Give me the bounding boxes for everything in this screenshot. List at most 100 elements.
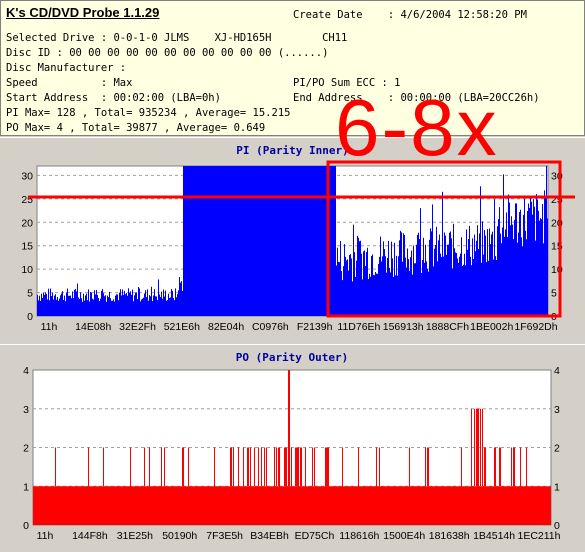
spike (149, 447, 150, 487)
bar (57, 296, 58, 316)
x-tick: B34EBh (250, 530, 289, 542)
bar (259, 166, 260, 316)
bar (283, 166, 284, 316)
bar (152, 301, 153, 316)
bar (251, 166, 252, 316)
bar (295, 166, 296, 316)
bar (371, 256, 372, 316)
bar (74, 289, 75, 316)
bar (414, 263, 415, 316)
y-tick-right: 15 (551, 241, 563, 253)
bar (364, 250, 365, 316)
bar (445, 235, 446, 316)
bar (253, 166, 254, 316)
bar (509, 202, 510, 316)
bar (540, 218, 541, 316)
bar (386, 272, 387, 316)
bar (289, 166, 290, 316)
bar (538, 210, 539, 316)
bar (376, 273, 377, 316)
bar (349, 255, 350, 316)
bar (359, 241, 360, 316)
bar (341, 271, 342, 316)
y-tick-left: 20 (21, 217, 33, 229)
spike (477, 408, 478, 487)
bar (461, 237, 462, 316)
spike (231, 447, 232, 487)
info-line-6: Start Address : 00:02:00 (LBA=0h) (6, 92, 221, 104)
bar (277, 166, 278, 316)
bar (123, 294, 124, 316)
bar (323, 166, 324, 316)
y-tick-right: 2 (554, 443, 560, 455)
bar (546, 166, 547, 316)
bar (415, 263, 416, 316)
y-tick-left: 30 (21, 170, 33, 182)
bar (306, 166, 307, 316)
y-tick-right: 30 (551, 170, 563, 182)
bar (205, 166, 206, 316)
bar (307, 166, 308, 316)
spike (478, 408, 479, 487)
spike (482, 408, 483, 487)
bar (250, 166, 251, 316)
bar (113, 299, 114, 316)
spike (288, 370, 289, 487)
bar (276, 166, 277, 316)
bar (179, 277, 180, 316)
bar (110, 298, 111, 316)
spike (88, 447, 89, 487)
bar (202, 166, 203, 316)
bar (112, 300, 113, 316)
bar (256, 166, 257, 316)
bar (372, 254, 373, 316)
bar (153, 295, 154, 316)
spike (291, 447, 292, 487)
bar (69, 295, 70, 316)
bar (178, 290, 179, 316)
spike (103, 447, 104, 487)
y-tick-right: 25 (551, 194, 563, 206)
spike (499, 447, 500, 487)
bar (101, 290, 102, 316)
bar (115, 295, 116, 316)
bar (82, 301, 83, 316)
bar (163, 289, 164, 316)
bar (474, 234, 475, 316)
bar (181, 281, 182, 316)
bar (488, 260, 489, 316)
bar (149, 295, 150, 316)
spike (314, 447, 315, 487)
bar (513, 239, 514, 316)
x-tick: 82E04h (208, 321, 244, 333)
chart-title-0: PI (Parity Inner) (236, 144, 349, 157)
bar (361, 253, 362, 316)
bar (140, 301, 141, 316)
bar (388, 240, 389, 316)
bar (124, 290, 125, 316)
bar (141, 299, 142, 316)
bar (131, 294, 132, 316)
bar (88, 289, 89, 316)
bar (423, 237, 424, 316)
spike (297, 447, 298, 487)
bar (56, 299, 57, 316)
bar (394, 242, 395, 316)
bar (128, 288, 129, 316)
spike (295, 447, 296, 487)
bar (224, 166, 225, 316)
spike (55, 447, 56, 487)
bar (168, 293, 169, 316)
bar (543, 243, 544, 316)
bar (54, 295, 55, 316)
bar (457, 258, 458, 316)
bar (221, 166, 222, 316)
bar (366, 251, 367, 316)
bar (71, 298, 72, 316)
bar (133, 301, 134, 316)
bar (104, 296, 105, 316)
bar (297, 166, 298, 316)
bar (261, 166, 262, 316)
spike (238, 447, 239, 487)
bar (407, 248, 408, 316)
